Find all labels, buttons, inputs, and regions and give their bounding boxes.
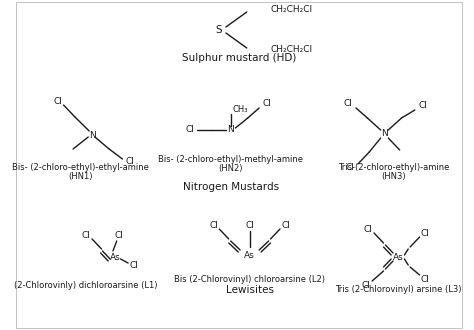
Text: Cl: Cl: [364, 224, 373, 234]
Text: Cl: Cl: [185, 125, 194, 135]
Text: Bis- (2-chloro-ethyl)-methyl-amine: Bis- (2-chloro-ethyl)-methyl-amine: [158, 155, 303, 164]
Text: Bis- (2-chloro-ethyl)-ethyl-amine: Bis- (2-chloro-ethyl)-ethyl-amine: [12, 163, 149, 173]
Text: Cl: Cl: [346, 163, 355, 173]
Text: Tris (2-Chlorovinyl) arsine (L3): Tris (2-Chlorovinyl) arsine (L3): [336, 285, 462, 294]
Text: Nitrogen Mustards: Nitrogen Mustards: [182, 182, 279, 192]
Text: (HN2): (HN2): [219, 164, 243, 174]
Text: Cl: Cl: [209, 220, 218, 229]
Text: Lewisites: Lewisites: [226, 285, 273, 295]
Text: Sulphur mustard (HD): Sulphur mustard (HD): [182, 53, 296, 63]
Text: Cl: Cl: [421, 228, 430, 238]
Text: S: S: [215, 25, 222, 35]
Text: N: N: [89, 130, 95, 140]
Text: Cl: Cl: [421, 275, 430, 283]
Text: As: As: [109, 252, 120, 261]
Text: Bis (2-Chlorovinyl) chloroarsine (L2): Bis (2-Chlorovinyl) chloroarsine (L2): [174, 276, 325, 284]
Text: Cl: Cl: [245, 220, 254, 229]
Text: Cl: Cl: [82, 230, 91, 240]
Text: Cl: Cl: [418, 102, 427, 111]
Text: Cl: Cl: [281, 220, 290, 229]
Text: N: N: [381, 129, 388, 139]
Text: Cl: Cl: [129, 260, 138, 270]
Text: Cl: Cl: [344, 100, 353, 109]
Text: As: As: [244, 250, 255, 259]
Text: Cl: Cl: [114, 230, 123, 240]
Text: CH₂CH₂Cl: CH₂CH₂Cl: [271, 46, 313, 54]
Text: As: As: [393, 252, 404, 261]
Text: (HN3): (HN3): [382, 173, 406, 182]
Text: (HN1): (HN1): [68, 173, 93, 182]
Text: (2-Chlorovinly) dichloroarsine (L1): (2-Chlorovinly) dichloroarsine (L1): [14, 280, 157, 289]
Text: Cl: Cl: [362, 280, 371, 289]
Text: Cl: Cl: [262, 100, 271, 109]
Text: CH₃: CH₃: [233, 105, 248, 114]
Text: Tris-(2-chloro-ethyl)-amine: Tris-(2-chloro-ethyl)-amine: [338, 163, 450, 173]
Text: Cl: Cl: [54, 96, 62, 106]
Text: Cl: Cl: [126, 157, 135, 167]
Text: CH₂CH₂Cl: CH₂CH₂Cl: [271, 6, 313, 15]
Text: N: N: [228, 125, 234, 135]
